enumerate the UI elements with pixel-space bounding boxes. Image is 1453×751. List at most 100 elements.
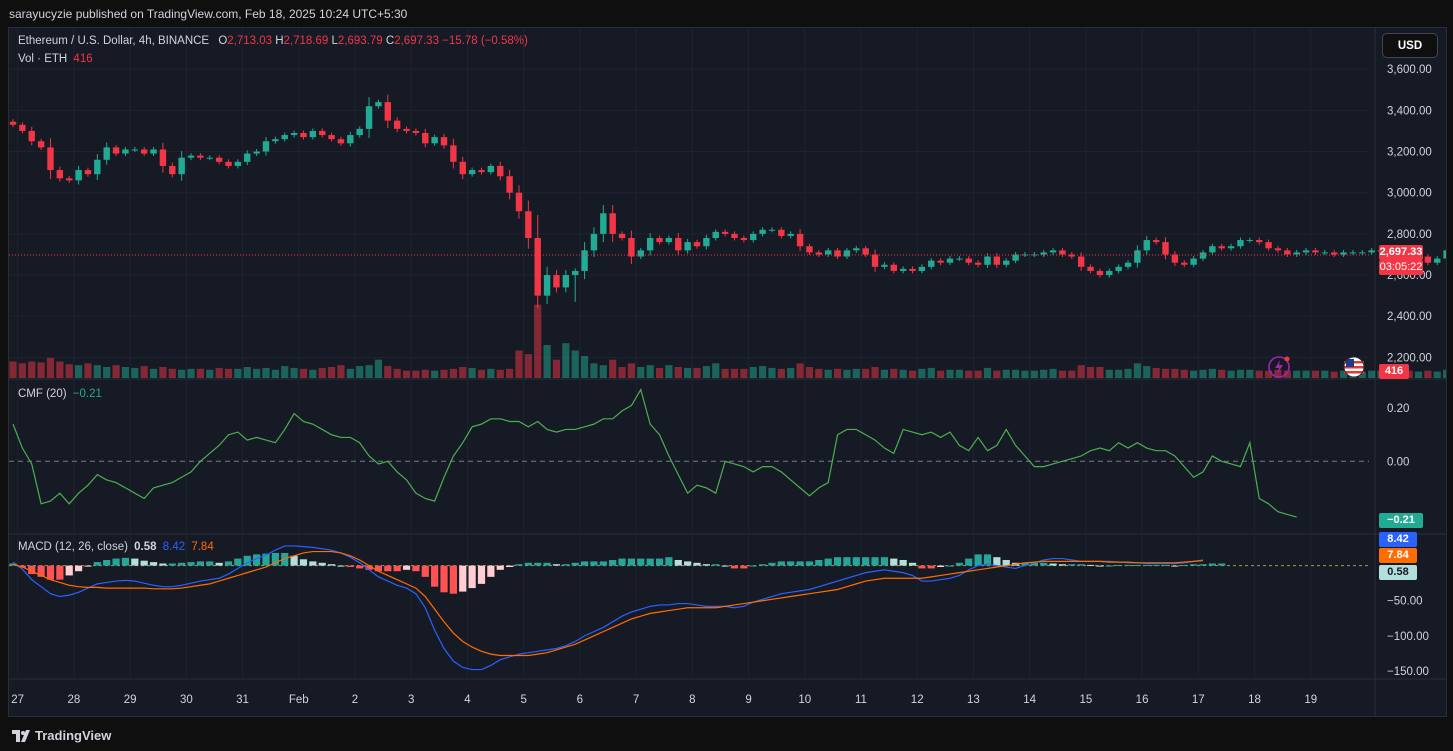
lightning-icon[interactable]: [1267, 355, 1291, 379]
candle-body: [1246, 240, 1254, 242]
cmf-line: [12, 388, 1297, 518]
volume-bar: [440, 369, 448, 378]
macd-histogram-bar: [196, 561, 204, 566]
volume-label[interactable]: Vol · ETH: [18, 53, 68, 65]
macd-histogram-bar: [721, 565, 729, 567]
candle-body: [1424, 256, 1432, 263]
candle-body: [534, 238, 541, 296]
candle-body: [1321, 252, 1328, 254]
macd-histogram-bar: [627, 558, 636, 566]
candle-body: [562, 275, 570, 288]
macd-histogram-bar: [178, 562, 186, 566]
volume-bar: [946, 369, 954, 378]
macd-histogram-bar: [833, 557, 842, 566]
open-value: 2,713.03: [227, 35, 273, 47]
macd-histogram-bar: [1143, 564, 1151, 566]
volume-bar: [983, 367, 992, 378]
price-tick-label: 2,800.00: [1387, 229, 1432, 241]
candle-body: [937, 260, 944, 263]
macd-histogram-bar: [224, 561, 233, 566]
candle-body: [1143, 240, 1150, 251]
chart-frame[interactable]: 3,600.00 3,400.00 3,200.00 3,000.00 2,800.00…: [8, 27, 1447, 717]
volume-bar: [1246, 369, 1254, 378]
volume-bar: [1002, 369, 1010, 378]
candle-body: [675, 238, 682, 251]
macd-histogram-bar: [290, 555, 298, 566]
candle-body: [1443, 250, 1446, 259]
chart-canvas[interactable]: 3,600.00 3,400.00 3,200.00 3,000.00 2,800.00…: [9, 28, 1446, 716]
macd-histogram-bar: [234, 558, 242, 566]
macd-histogram-bar: [1152, 564, 1160, 566]
symbol-name[interactable]: Ethereum / U.S. Dollar, 4h, BINANCE: [18, 35, 210, 47]
cmf-label[interactable]: CMF (20): [18, 388, 67, 400]
candle-body: [515, 192, 523, 212]
candle-body: [328, 135, 335, 140]
macd-histogram-bar: [46, 565, 55, 580]
cmf-legend: CMF (20) −0.21: [18, 388, 102, 400]
candle-body: [422, 133, 429, 144]
candle-body: [1227, 246, 1235, 249]
candle-body: [1124, 262, 1132, 267]
macd-histogram-bar: [843, 557, 851, 566]
macd-histogram-bar: [112, 558, 120, 566]
volume-bar: [1227, 370, 1235, 378]
candle-body: [1199, 252, 1207, 259]
volume-bar: [253, 368, 261, 378]
time-tick-label: 6: [577, 694, 583, 706]
volume-bar: [431, 370, 439, 378]
currency-button[interactable]: USD: [1382, 33, 1438, 58]
candle-body: [1274, 248, 1282, 251]
time-tick-label: 8: [689, 694, 695, 706]
macd-histogram-bar: [974, 554, 982, 566]
candle-body: [1302, 250, 1310, 253]
candle-body: [1031, 254, 1038, 256]
volume-bar: [1443, 369, 1446, 378]
macd-line-value: 8.42: [162, 541, 186, 553]
macd-histogram-bar: [918, 565, 926, 569]
macd-histogram-bar: [299, 559, 308, 566]
macd-line: [12, 545, 1204, 671]
volume-bar: [646, 365, 654, 378]
macd-histogram-bar: [899, 559, 907, 566]
candle-body: [890, 264, 897, 271]
candle-body: [1359, 252, 1366, 254]
candle-body: [197, 155, 204, 158]
time-tick-label: 18: [1248, 694, 1261, 706]
macd-histogram-bar: [477, 565, 486, 584]
macd-histogram-bar: [243, 555, 251, 566]
candle-body: [1059, 250, 1066, 255]
macd-histogram-bar: [590, 561, 598, 566]
volume-bar: [777, 368, 785, 378]
macd-histogram-bar: [506, 565, 514, 568]
volume-bar: [1086, 367, 1095, 378]
candle-body: [253, 151, 260, 154]
macd-histogram-bar: [637, 558, 645, 566]
candle-body: [272, 139, 279, 142]
volume-bar: [243, 367, 251, 378]
macd-histogram-bar: [1115, 564, 1123, 566]
candle-body: [665, 238, 673, 243]
volume-bar: [787, 367, 795, 378]
macd-histogram-bar: [1030, 562, 1038, 566]
us-flag-icon[interactable]: [1343, 356, 1365, 378]
candle-body: [393, 120, 401, 129]
candle-body: [909, 268, 916, 271]
candle-body: [899, 268, 907, 271]
cmf-tick-label: 0.20: [1387, 403, 1409, 415]
macd-label[interactable]: MACD (12, 26, close): [18, 541, 128, 553]
tradingview-logo[interactable]: TradingView: [12, 728, 111, 743]
volume-bar: [56, 361, 64, 378]
candle-body: [815, 252, 823, 255]
volume-bar: [815, 368, 823, 378]
volume-bar: [674, 367, 682, 378]
volume-bar: [459, 367, 467, 378]
candle-body: [553, 275, 560, 288]
macd-histogram-bar: [796, 561, 804, 566]
candle-body: [94, 159, 101, 175]
candle-body: [290, 133, 298, 136]
candle-body: [525, 211, 532, 238]
macd-histogram-bar: [1190, 564, 1198, 566]
candle-body: [440, 137, 448, 146]
candle-body: [140, 149, 148, 154]
volume-bar: [552, 359, 561, 378]
